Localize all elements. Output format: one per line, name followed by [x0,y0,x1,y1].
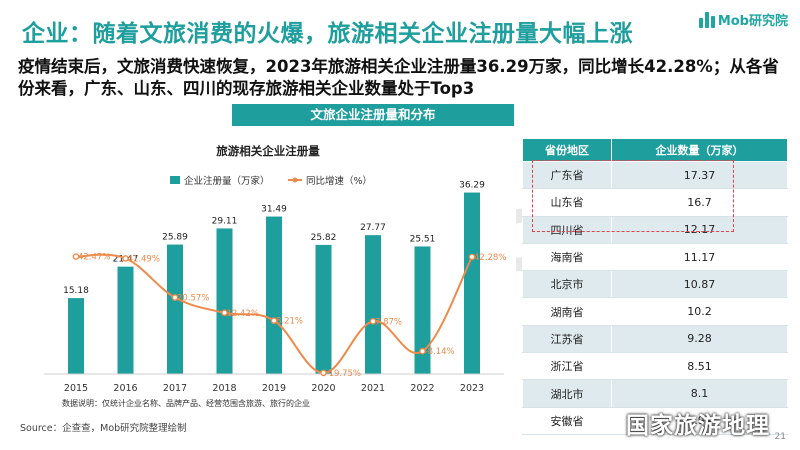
count-cell: 11.17 [610,242,789,272]
province-cell: 安徽省 [522,406,612,435]
table-row: 江苏省 9.28 [522,324,789,354]
table-row: 安徽省 7.94 [522,406,789,435]
count-cell: 10.2 [610,297,789,326]
growth-value-label: 42.28% [474,253,506,263]
bar-value-label: 25.89 [162,233,188,243]
page-number: 21 [774,432,786,442]
legend-line-label: 同比增速（%） [306,175,372,187]
bar-2015 [68,298,84,374]
registration-chart: 旅游相关企业注册量企业注册量（万家）同比增速（%）15.1821.4725.89… [44,144,506,408]
province-cell: 浙江省 [522,352,612,381]
growth-value-label: 20.57% [177,294,209,304]
bar-2016 [117,266,134,374]
legend-bar-swatch [170,176,180,184]
bar-value-label: 25.82 [311,233,337,243]
summary-text: 疫情结束后，文旅消费快速恢复，2023年旅游相关企业注册量36.29万家，同比增… [18,57,779,98]
province-cell: 四川省 [522,215,612,244]
province-cell: 湖北市 [522,379,612,408]
bar-2017 [167,244,183,374]
legend-bar-label: 企业注册量（万家） [184,175,270,187]
growth-value-label: 41.49% [128,254,160,264]
growth-value-label: 12.42% [227,309,259,319]
growth-value-label: 7.87% [375,317,402,327]
footer-watermark: 国家旅游地理 [626,413,770,439]
logo-icon [698,11,715,28]
province-cell: 山东省 [522,188,612,217]
table-row: 北京市 10.87 [522,270,789,299]
province-cell: 江苏省 [522,324,612,354]
x-tick-label: 2015 [64,383,88,394]
growth-point-2015 [72,253,80,260]
source-note: Source：企查查，Mob研究院整理绘制 [20,423,187,434]
bar-value-label: 31.49 [261,205,287,215]
growth-value-label: 8.21% [276,317,303,327]
x-tick-label: 2016 [113,383,137,394]
table-row: 湖北市 8.1 [522,379,789,408]
bar-2022 [414,246,431,374]
x-tick-label: 2018 [212,383,236,394]
brand-logo: Mob研究院 [698,10,788,29]
growth-point-2019 [270,317,278,324]
bar-2019 [266,216,282,374]
table-row: 山东省 16.7 [522,188,789,217]
x-tick-label: 2019 [262,383,286,394]
count-cell: 12.17 [610,215,789,244]
table-row: 浙江省 8.51 [522,352,789,381]
province-cell: 北京市 [522,270,612,299]
x-tick-label: 2023 [460,383,484,394]
growth-value-label: -19.75% [326,369,361,379]
growth-point-2022 [419,347,426,355]
count-cell: 17.37 [610,160,789,190]
table-row: 四川省 12.17 [522,215,789,244]
chart-banner: 文旅企业注册量和分布 [232,104,514,126]
bar-value-label: 27.77 [360,223,386,233]
bar-value-label: 15.18 [63,286,89,296]
bar-2023 [464,192,480,374]
growth-point-2021 [369,317,377,325]
chart-panel: 旅游相关企业注册量企业注册量（万家）同比增速（%）15.1821.4725.89… [20,127,516,417]
province-cell: 广东省 [522,160,612,190]
chart-title: 旅游相关企业注册量 [216,144,320,158]
bar-value-label: 29.11 [212,216,238,226]
count-cell: 10.87 [610,270,789,299]
bar-2018 [216,228,233,374]
x-tick-label: 2022 [410,383,434,394]
province-table: 省份地区 企业数量（万家） 广东省 17.37 山东省 16.7 四川省 12.17 海南省… [522,138,789,435]
x-tick-label: 2021 [361,383,385,394]
growth-point-2020 [320,369,327,377]
table-row: 海南省 11.17 [522,242,789,272]
logo-text: Mob研究院 [717,14,788,29]
growth-value-label: 42.47% [78,253,110,263]
count-cell: 8.1 [610,379,789,408]
header-count: 企业数量（万家） [610,138,789,162]
x-tick-label: 2017 [163,383,187,394]
bar-value-label: 25.51 [410,234,436,244]
count-cell: 9.28 [610,324,789,354]
count-cell: 8.51 [610,352,789,381]
growth-point-2018 [221,309,228,317]
growth-point-2016 [122,255,129,262]
growth-line [75,253,473,374]
x-tick-label: 2020 [311,383,335,394]
count-cell: 16.7 [610,188,789,217]
growth-point-2023 [468,253,476,261]
header-province: 省份地区 [522,138,612,162]
bar-2021 [365,235,381,374]
slide-title: 企业：随着文旅消费的火爆，旅游相关企业注册量大幅上涨 [22,21,633,47]
chart-note: 数据说明：仅统计企业名称、品牌产品、经营范围含旅游、旅行的企业 [62,398,310,408]
table-header-row: 省份地区 企业数量（万家） [522,138,789,162]
province-cell: 海南省 [522,242,612,272]
bar-value-label: 36.29 [459,181,485,191]
growth-value-label: -8.14% [425,347,455,357]
bar-2020 [315,244,332,374]
legend-line-marker [292,177,298,183]
growth-point-2017 [171,294,179,301]
table-row: 广东省 17.37 [522,160,789,190]
count-cell: 7.94 [610,406,789,435]
province-cell: 湖南省 [522,297,612,326]
table-row: 湖南省 10.2 [522,297,789,326]
